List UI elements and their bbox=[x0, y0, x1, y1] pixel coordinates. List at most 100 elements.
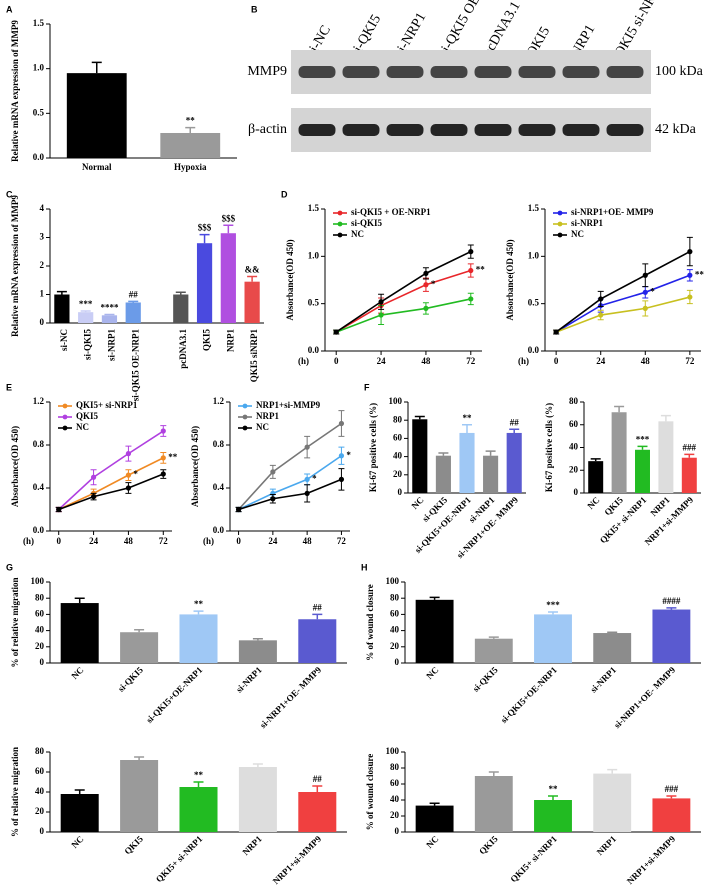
y-tick-label: 80 bbox=[35, 746, 45, 756]
bar bbox=[120, 632, 159, 663]
y-tick-label: 100 bbox=[389, 396, 403, 406]
error-bar bbox=[199, 233, 210, 244]
y-tick-label: 0.0 bbox=[308, 345, 320, 355]
y-axis-label: Ki-67 positive cells (%) bbox=[368, 403, 378, 492]
error-bar bbox=[193, 781, 204, 787]
error-bar bbox=[488, 771, 499, 776]
y-tick-label: 0 bbox=[40, 826, 45, 836]
x-tick-label: QKI5+ si-NRP1 bbox=[154, 833, 205, 884]
panel-label: A bbox=[6, 4, 13, 14]
legend-marker bbox=[242, 425, 248, 431]
significance-label: ** bbox=[695, 269, 705, 279]
y-tick-label: 60 bbox=[35, 608, 45, 618]
x-tick-label: Hypoxia bbox=[174, 162, 207, 172]
point bbox=[125, 472, 132, 478]
y-tick-label: 40 bbox=[393, 451, 403, 461]
y-tick-label: 80 bbox=[569, 396, 579, 406]
significance-label: $$$ bbox=[222, 213, 236, 223]
error-bar bbox=[590, 458, 601, 462]
legend-label: QKI5+ si-NRP1 bbox=[76, 400, 138, 410]
y-tick-label: 20 bbox=[390, 641, 400, 651]
point bbox=[304, 476, 310, 482]
x-tick-label: NRP1 bbox=[225, 329, 235, 352]
y-axis-label: Relative mRNA expression of MMP9 bbox=[10, 20, 20, 162]
x-tick-label: Normal bbox=[82, 162, 112, 172]
legend-marker bbox=[62, 414, 68, 420]
y-axis-label: Absorbance(OD 450) bbox=[190, 426, 200, 507]
legend-marker bbox=[557, 232, 563, 238]
y-tick-label: 60 bbox=[393, 432, 403, 442]
bar bbox=[611, 412, 627, 493]
x-tick-label: NRP1+si-MMP9 bbox=[271, 833, 324, 886]
point bbox=[468, 249, 474, 255]
x-tick-label: 0 bbox=[334, 356, 339, 366]
y-tick-label: 1.0 bbox=[528, 250, 540, 260]
bar bbox=[101, 315, 118, 323]
point bbox=[125, 451, 132, 457]
y-tick-label: 1.5 bbox=[33, 18, 45, 28]
panel-label: E bbox=[6, 382, 12, 392]
error-bar bbox=[247, 275, 258, 282]
significance-label: ## bbox=[510, 417, 520, 427]
point bbox=[423, 305, 429, 311]
x-tick-label: si-QKI5 OE-NRP1 bbox=[130, 329, 140, 402]
point bbox=[468, 267, 474, 274]
bar bbox=[593, 773, 632, 832]
size-label: 42 kDa bbox=[655, 122, 697, 137]
bar bbox=[173, 294, 189, 323]
y-tick-label: 60 bbox=[569, 419, 579, 429]
series-line bbox=[555, 274, 691, 333]
series-line bbox=[335, 269, 472, 333]
panel-label: C bbox=[6, 189, 13, 199]
x-tick-label: 72 bbox=[337, 536, 347, 546]
panel-label: H bbox=[361, 562, 368, 572]
significance-label: * bbox=[431, 279, 436, 289]
y-tick-label: 0.8 bbox=[213, 439, 225, 449]
point bbox=[423, 270, 429, 276]
point bbox=[56, 506, 62, 513]
bar bbox=[78, 312, 94, 323]
point bbox=[642, 289, 648, 295]
error-bar bbox=[74, 789, 85, 794]
y-axis-label: Absorbance(OD 450) bbox=[10, 426, 20, 507]
x-tick-label: 48 bbox=[421, 356, 431, 366]
legend-label: QKI5 bbox=[76, 411, 99, 421]
significance-label: ## bbox=[313, 602, 323, 612]
y-tick-label: 100 bbox=[386, 576, 400, 586]
bar bbox=[125, 302, 141, 323]
legend-marker bbox=[62, 425, 68, 431]
error-bar bbox=[104, 313, 115, 316]
error-bar bbox=[666, 795, 677, 799]
western-blot: si-NC si-QKI5 si-NRP1 si-QKI5 OE-NRP1pcDNA3… bbox=[247, 0, 704, 152]
error-bar bbox=[312, 785, 323, 792]
x-tick-label: QKI5 bbox=[122, 833, 145, 856]
error-bar bbox=[548, 795, 558, 800]
series-line bbox=[237, 422, 342, 511]
band bbox=[606, 66, 644, 78]
x-tick-label: si-NRP1+OE- MMP9 bbox=[258, 664, 324, 730]
y-axis-label: Absorbance(OD 450) bbox=[505, 239, 515, 320]
error-bar bbox=[666, 607, 677, 610]
x-tick-label: si-QKI5 bbox=[471, 664, 500, 693]
y-tick-label: 0.0 bbox=[213, 525, 225, 535]
error-bar bbox=[223, 224, 234, 234]
bar bbox=[534, 800, 572, 832]
y-tick-label: 0.0 bbox=[528, 345, 540, 355]
significance-label: ** bbox=[194, 770, 204, 780]
y-tick-label: 1 bbox=[40, 289, 45, 299]
bar bbox=[435, 455, 451, 493]
y-tick-label: 60 bbox=[390, 608, 400, 618]
significance-label: ### bbox=[683, 442, 697, 452]
y-tick-label: 2 bbox=[40, 260, 45, 270]
y-tick-label: 1.0 bbox=[308, 250, 320, 260]
bar bbox=[483, 455, 499, 493]
point bbox=[468, 296, 474, 302]
significance-label: ** bbox=[463, 413, 473, 423]
point bbox=[642, 272, 648, 278]
significance-label: **** bbox=[100, 303, 119, 313]
series-line bbox=[335, 250, 472, 333]
bar bbox=[459, 432, 475, 493]
y-tick-label: 0.5 bbox=[33, 107, 45, 117]
legend-marker bbox=[337, 232, 343, 238]
